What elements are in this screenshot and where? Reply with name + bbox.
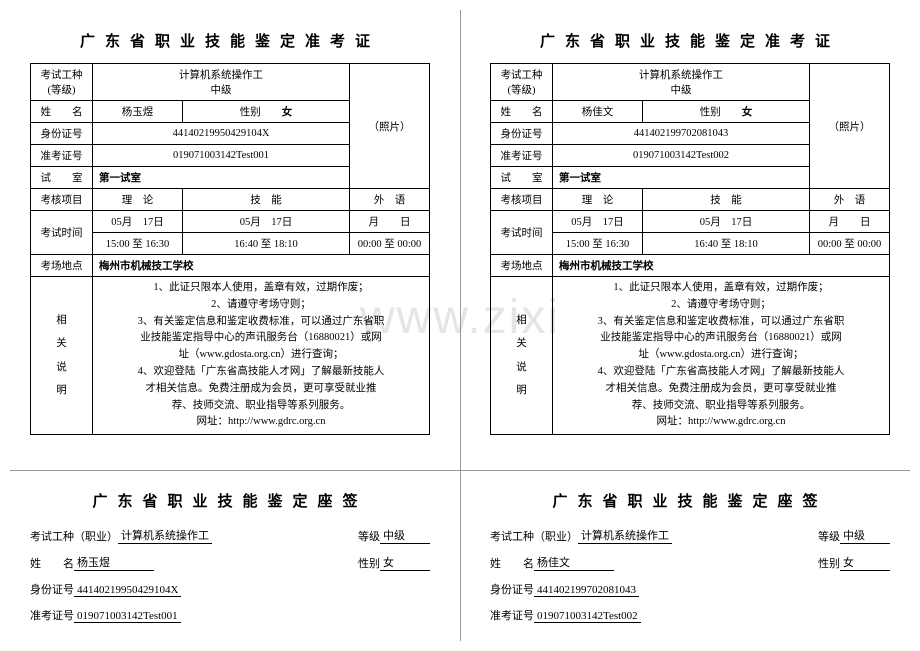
label-exam-type: 考试工种(等级) [31, 64, 93, 101]
label-id: 身份证号 [31, 123, 93, 145]
col-foreign: 外 语 [810, 189, 890, 211]
value-name: 杨佳文 [553, 101, 643, 123]
skill-time: 16:40 至 18:10 [183, 233, 350, 255]
seat-label-name: 姓 名 [30, 555, 74, 571]
seat-val-ticket: 019071003142Test001 [74, 610, 181, 623]
col-foreign: 外 语 [350, 189, 430, 211]
seat-label-id: 身份证号 [30, 581, 74, 597]
seat-label-gender: 性别 [358, 555, 380, 571]
label-location: 考场地点 [31, 255, 93, 277]
cert-title-right: 广东省职业技能鉴定准考证 [490, 30, 890, 51]
foreign-date: 月 日 [350, 211, 430, 233]
value-occupation: 计算机系统操作工中级 [553, 64, 810, 101]
label-ticket: 准考证号 [491, 145, 553, 167]
col-theory: 理 论 [553, 189, 643, 211]
seat-label-name: 姓 名 [490, 555, 534, 571]
skill-date: 05月 17日 [643, 211, 810, 233]
label-ticket: 准考证号 [31, 145, 93, 167]
col-theory: 理 论 [93, 189, 183, 211]
seat-val-name: 杨佳文 [534, 554, 614, 571]
label-subject: 考核项目 [31, 189, 93, 211]
label-name: 姓 名 [31, 101, 93, 123]
left-half: 广东省职业技能鉴定准考证 考试工种(等级) 计算机系统操作工中级 （照片） 姓 … [0, 0, 460, 651]
value-ticket: 019071003142Test002 [553, 145, 810, 167]
seat-label-level: 等级 [818, 528, 840, 544]
photo-cell: （照片） [810, 64, 890, 189]
value-name: 杨玉煜 [93, 101, 183, 123]
seat-label-id: 身份证号 [490, 581, 534, 597]
seat-val-level: 中级 [840, 527, 890, 544]
seat-label-occ: 考试工种（职业） [490, 528, 578, 544]
label-notes: 相关说明 [31, 277, 93, 435]
seat-title-left: 广东省职业技能鉴定座签 [30, 490, 430, 511]
seat-val-gender: 女 [840, 554, 890, 571]
label-name: 姓 名 [491, 101, 553, 123]
seat-val-ticket: 019071003142Test002 [534, 610, 641, 623]
value-occupation: 计算机系统操作工中级 [93, 64, 350, 101]
seat-section-right: 广东省职业技能鉴定座签 考试工种（职业） 计算机系统操作工 等级 中级 姓 名 … [490, 490, 890, 623]
label-notes: 相关说明 [491, 277, 553, 435]
right-half: 广东省职业技能鉴定准考证 考试工种(等级) 计算机系统操作工中级 （照片） 姓 … [460, 0, 920, 651]
label-room: 试 室 [491, 167, 553, 189]
foreign-time: 00:00 至 00:00 [350, 233, 430, 255]
seat-label-occ: 考试工种（职业） [30, 528, 118, 544]
cert-title-left: 广东省职业技能鉴定准考证 [30, 30, 430, 51]
skill-time: 16:40 至 18:10 [643, 233, 810, 255]
col-skill: 技 能 [183, 189, 350, 211]
notes-content: 1、此证只限本人使用，盖章有效，过期作废； 2、请遵守考场守则； 3、有关鉴定信… [553, 277, 890, 435]
seat-val-name: 杨玉煜 [74, 554, 154, 571]
seat-val-id: 441402199702081043 [534, 584, 639, 597]
seat-label-gender: 性别 [818, 555, 840, 571]
seat-val-occ: 计算机系统操作工 [118, 527, 212, 544]
notes-content: 1、此证只限本人使用，盖章有效，过期作废； 2、请遵守考场守则； 3、有关鉴定信… [93, 277, 430, 435]
theory-time: 15:00 至 16:30 [553, 233, 643, 255]
label-time: 考试时间 [491, 211, 553, 255]
label-location: 考场地点 [491, 255, 553, 277]
seat-val-occ: 计算机系统操作工 [578, 527, 672, 544]
seat-val-id: 44140219950429104X [74, 584, 181, 597]
foreign-date: 月 日 [810, 211, 890, 233]
seat-section-left: 广东省职业技能鉴定座签 考试工种（职业） 计算机系统操作工 等级 中级 姓 名 … [30, 490, 430, 623]
label-room: 试 室 [31, 167, 93, 189]
value-room: 第一试室 [93, 167, 350, 189]
cert-table-right: 考试工种(等级) 计算机系统操作工中级 （照片） 姓 名 杨佳文 性别 女 身份… [490, 63, 890, 435]
cert-table-left: 考试工种(等级) 计算机系统操作工中级 （照片） 姓 名 杨玉煜 性别 女 身份… [30, 63, 430, 435]
seat-label-ticket: 准考证号 [30, 607, 74, 623]
col-skill: 技 能 [643, 189, 810, 211]
label-subject: 考核项目 [491, 189, 553, 211]
seat-label-ticket: 准考证号 [490, 607, 534, 623]
seat-title-right: 广东省职业技能鉴定座签 [490, 490, 890, 511]
label-exam-type: 考试工种(等级) [491, 64, 553, 101]
theory-date: 05月 17日 [553, 211, 643, 233]
value-id: 44140219950429104X [93, 123, 350, 145]
value-id: 441402199702081043 [553, 123, 810, 145]
value-location: 梅州市机械技工学校 [553, 255, 890, 277]
value-location: 梅州市机械技工学校 [93, 255, 430, 277]
theory-date: 05月 17日 [93, 211, 183, 233]
label-gender: 性别 女 [183, 101, 350, 123]
page-container: 广东省职业技能鉴定准考证 考试工种(等级) 计算机系统操作工中级 （照片） 姓 … [0, 0, 920, 651]
foreign-time: 00:00 至 00:00 [810, 233, 890, 255]
seat-val-gender: 女 [380, 554, 430, 571]
label-id: 身份证号 [491, 123, 553, 145]
skill-date: 05月 17日 [183, 211, 350, 233]
value-ticket: 019071003142Test001 [93, 145, 350, 167]
value-room: 第一试室 [553, 167, 810, 189]
photo-cell: （照片） [350, 64, 430, 189]
theory-time: 15:00 至 16:30 [93, 233, 183, 255]
label-time: 考试时间 [31, 211, 93, 255]
label-gender: 性别 女 [643, 101, 810, 123]
seat-val-level: 中级 [380, 527, 430, 544]
seat-label-level: 等级 [358, 528, 380, 544]
